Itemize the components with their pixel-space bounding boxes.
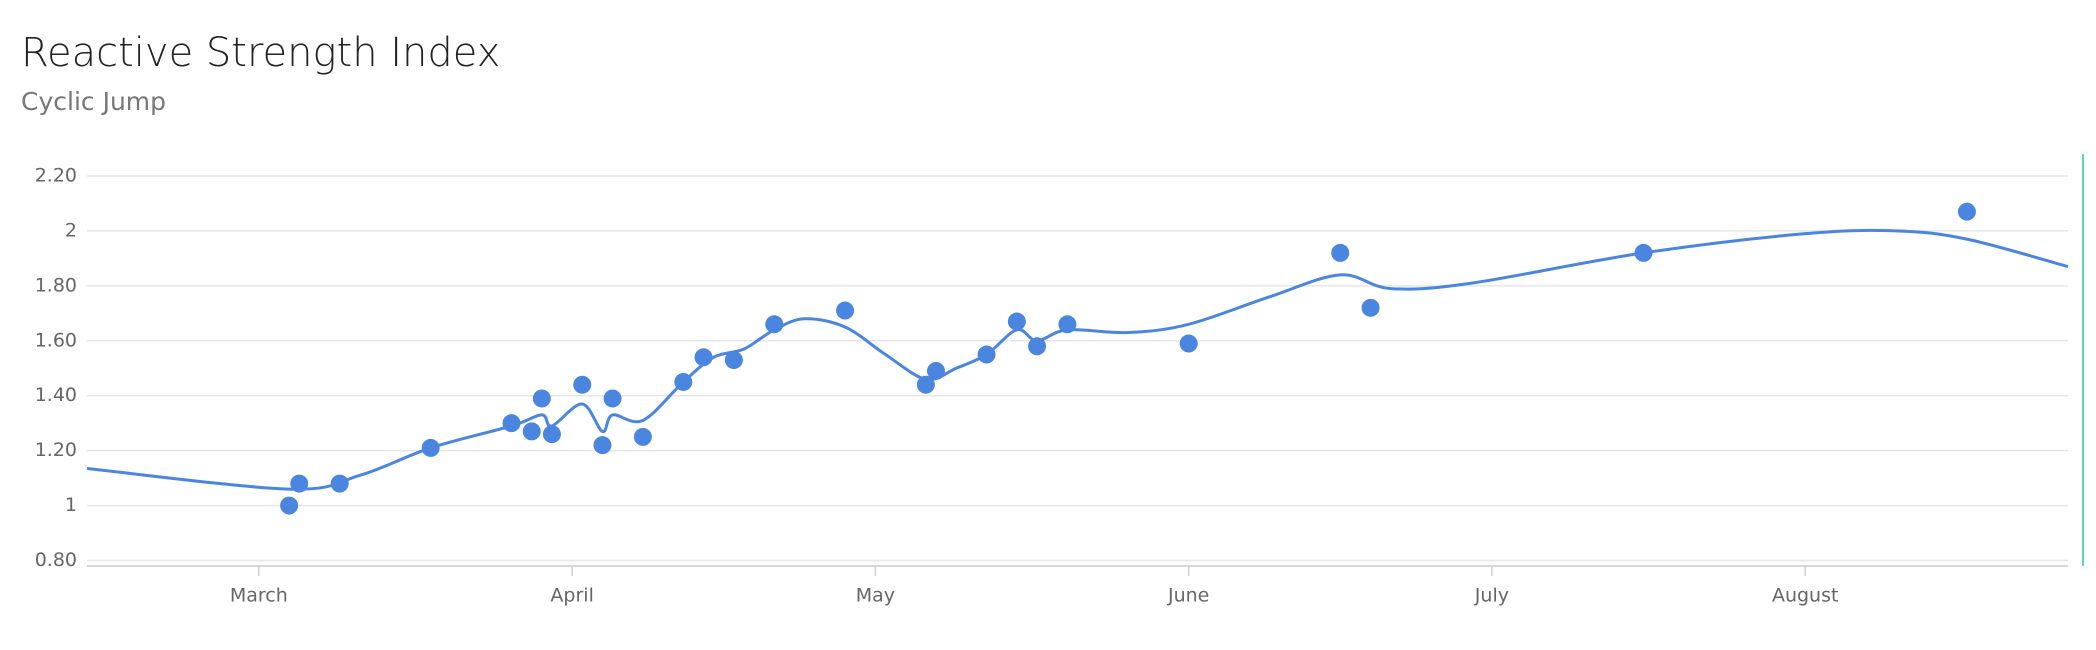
data-point [542, 425, 561, 444]
y-tick-label: 2 [65, 219, 77, 241]
data-point [927, 361, 945, 380]
data-point [1361, 298, 1380, 317]
data-point [916, 375, 935, 394]
y-tick-label: 1.40 [35, 384, 77, 406]
data-point [593, 436, 612, 455]
data-point [330, 474, 349, 493]
x-tick-label: August [1772, 585, 1839, 607]
x-tick-label: March [230, 585, 288, 607]
data-point [573, 375, 592, 394]
data-point [502, 414, 521, 433]
data-point [765, 315, 784, 334]
data-point [1058, 315, 1077, 334]
data-point [532, 389, 551, 408]
data-point [1634, 243, 1653, 262]
data-point [1028, 337, 1047, 356]
x-tick-label: July [1474, 585, 1509, 607]
data-point [1331, 243, 1350, 262]
y-tick-label: 1.60 [35, 329, 77, 351]
trend-line [86, 228, 2069, 491]
x-tick-label: April [550, 585, 593, 607]
data-point [280, 496, 299, 515]
chart-subtitle: Cyclic Jump [21, 87, 166, 116]
data-point [633, 427, 652, 446]
chart-title: Reactive Strength Index [21, 30, 500, 76]
y-tick-label: 0.80 [35, 549, 77, 571]
y-tick-label: 1.80 [35, 274, 77, 296]
data-point [724, 351, 743, 369]
data-point [694, 348, 713, 367]
y-tick-label: 1.20 [35, 439, 77, 461]
y-tick-label: 2.20 [35, 164, 77, 186]
data-point [421, 438, 440, 457]
data-point [1957, 202, 1976, 221]
x-tick-label: June [1167, 585, 1209, 607]
data-point [836, 301, 855, 320]
data-point [603, 389, 622, 408]
data-point [290, 474, 309, 493]
x-tick-label: May [856, 585, 895, 607]
y-tick-label: 1 [65, 494, 77, 516]
data-point [977, 345, 996, 364]
data-point [674, 372, 693, 391]
data-point [1007, 312, 1026, 331]
data-point [522, 422, 541, 441]
data-point [1179, 334, 1198, 353]
